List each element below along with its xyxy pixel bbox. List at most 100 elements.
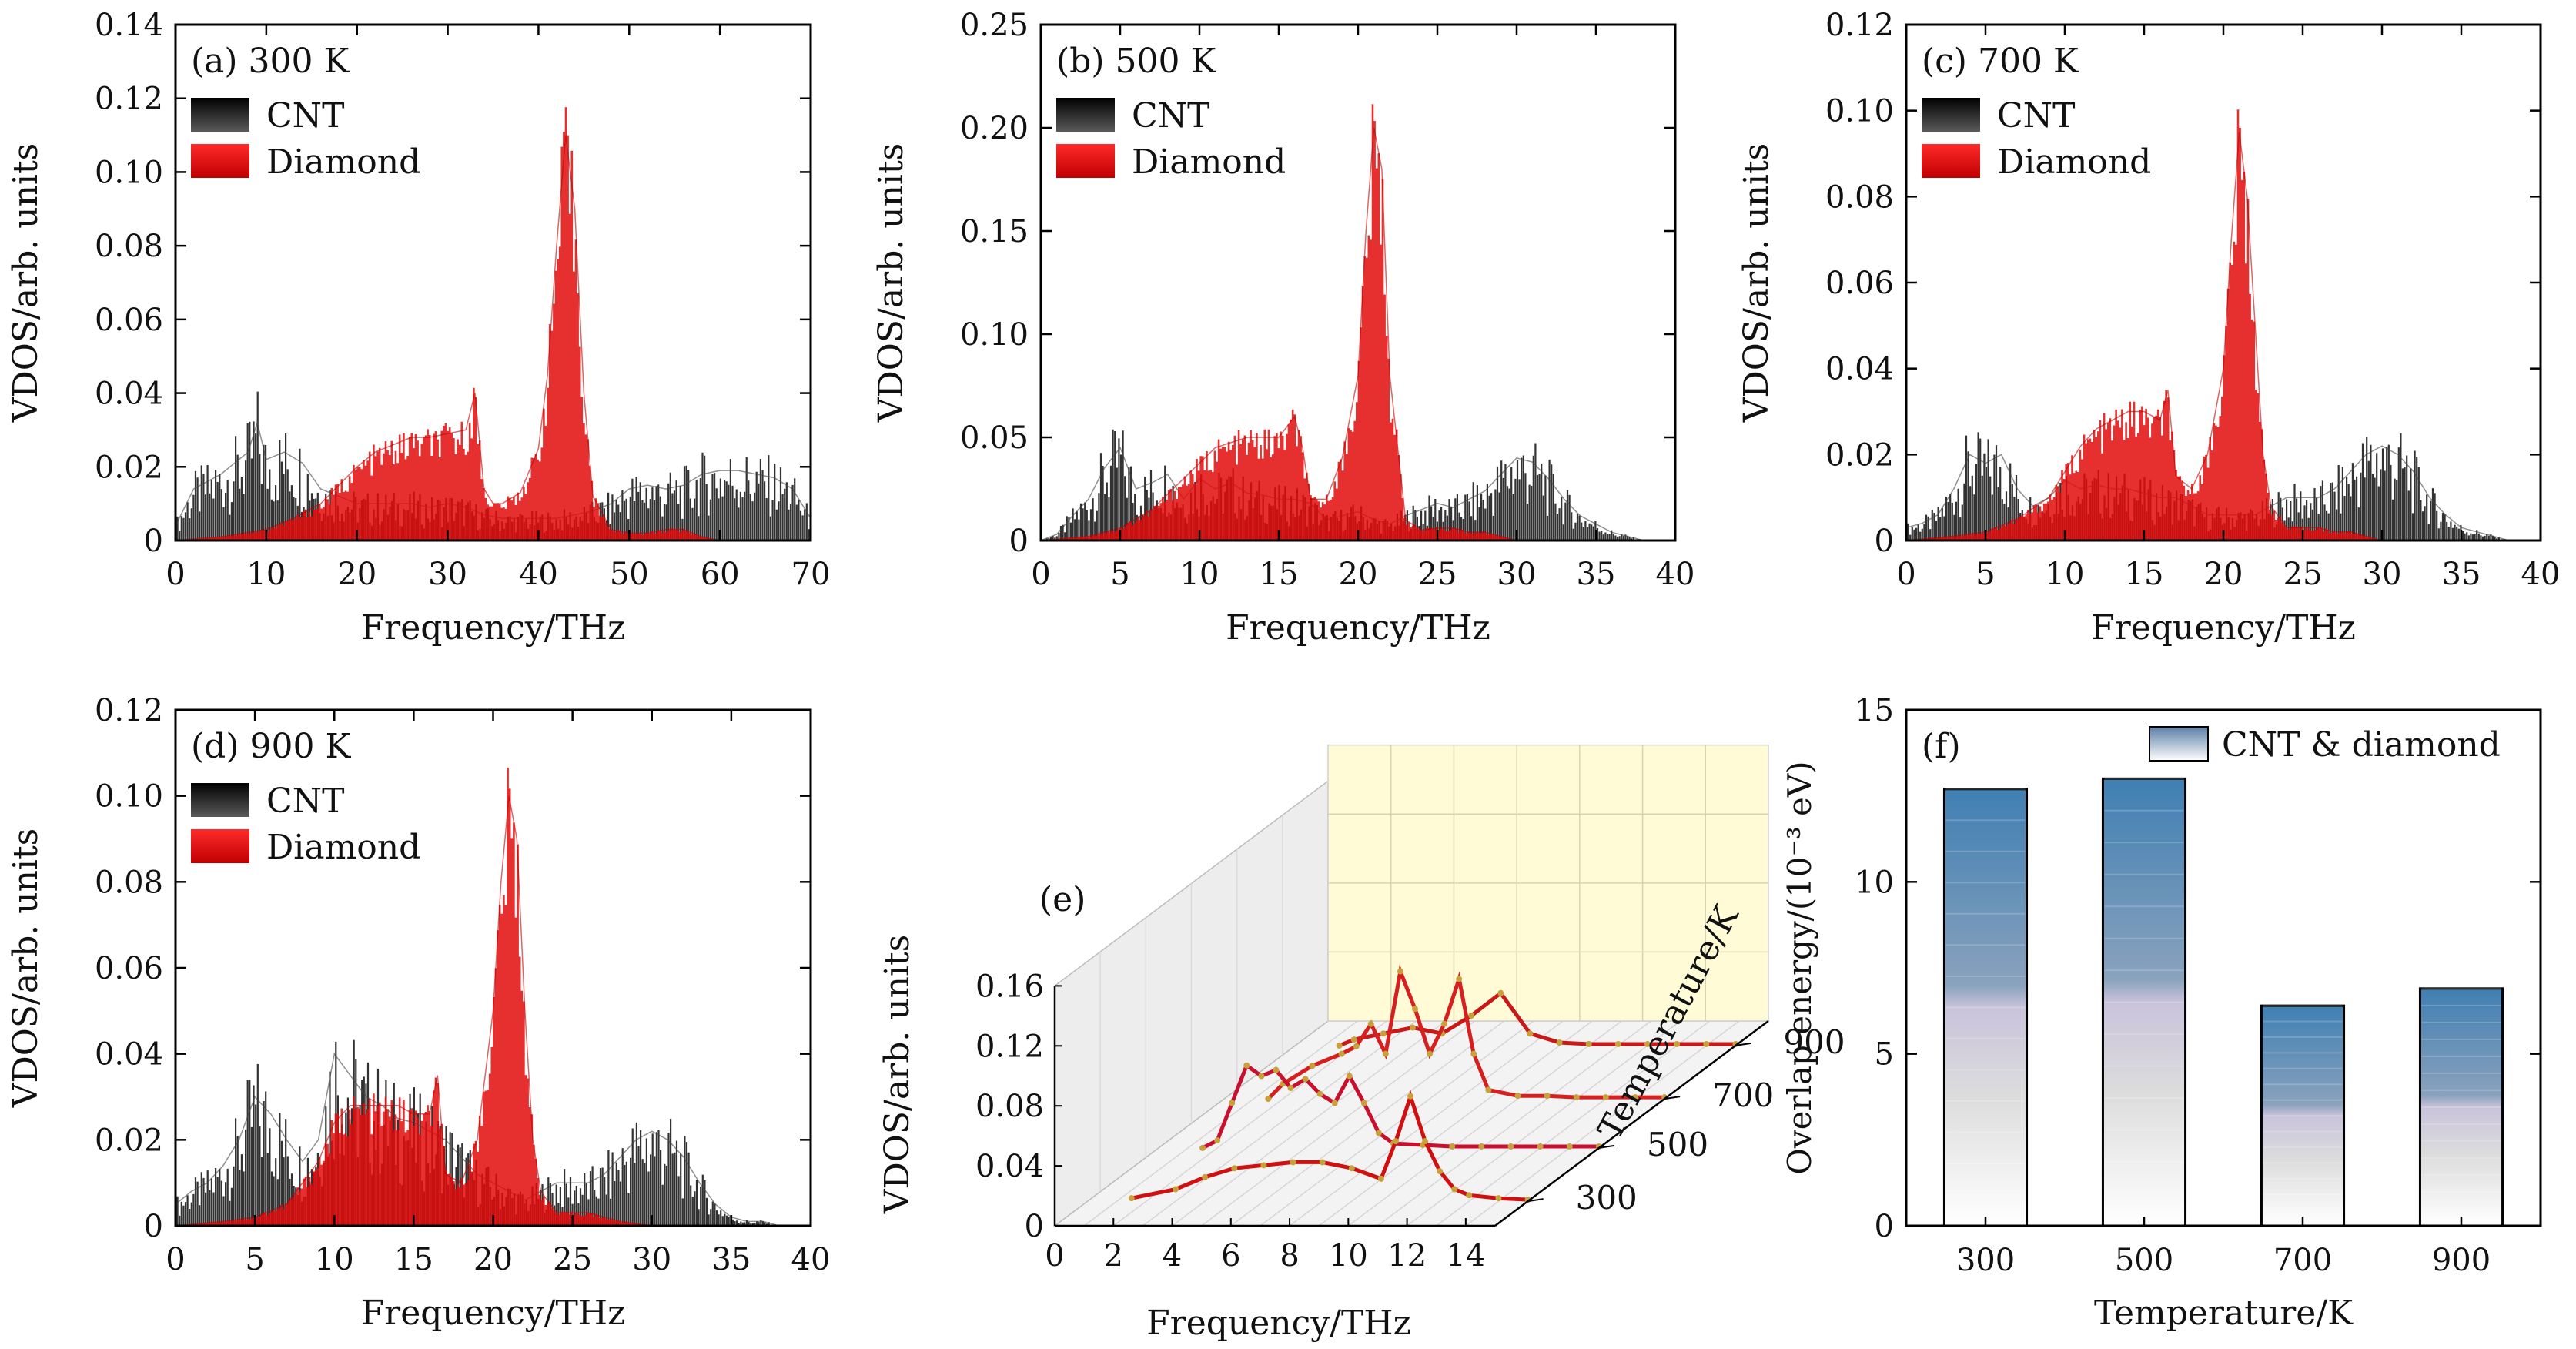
x-tick-label: 500 <box>2115 1243 2173 1278</box>
trace-point <box>1393 1138 1399 1145</box>
x-tick-label: 10 <box>1329 1238 1368 1274</box>
x-axis-label: Frequency/THz <box>1146 1304 1411 1343</box>
x-tick-label: 20 <box>1339 557 1378 592</box>
trace-point <box>1348 1165 1355 1172</box>
panel-label: (f) <box>1922 727 1961 766</box>
trace-point <box>1411 1006 1418 1013</box>
x-tick-label: 10 <box>246 557 286 592</box>
floor-gridline <box>1289 1020 1564 1227</box>
legend: CNT Diamond <box>1922 96 2151 182</box>
diamond-envelope <box>175 135 721 541</box>
floor-gridline <box>1260 1020 1534 1227</box>
x-tick-label: 0 <box>166 557 185 592</box>
x-tick-label: 5 <box>1975 557 1995 592</box>
diamond-spectrum <box>1907 109 2381 541</box>
trace-point <box>1466 1192 1473 1199</box>
trace-point <box>1375 1130 1382 1136</box>
y-tick-label: 0.12 <box>95 693 163 728</box>
floor-gridline <box>1436 1020 1711 1227</box>
legend-swatch-cnt <box>1056 98 1115 132</box>
legend-label-cnt: CNT <box>1997 96 2076 136</box>
floor-gridline <box>1318 1020 1593 1227</box>
panel-label: (e) <box>1039 880 1086 919</box>
trace-point <box>1556 1039 1563 1046</box>
trace-point <box>1397 968 1403 975</box>
y-tick-label: 0.04 <box>95 1037 163 1073</box>
diamond-spectrum <box>176 767 651 1226</box>
x-axis-label: Frequency/THz <box>361 1294 626 1333</box>
trace-point <box>1573 1094 1580 1101</box>
plot-frame <box>1905 708 2542 1227</box>
z-tick <box>1664 1096 1681 1100</box>
panel-label: (b) 500 K <box>1056 42 1216 81</box>
trace-point <box>1674 1040 1681 1047</box>
trace-point <box>1614 1040 1621 1047</box>
x-tick-label: 25 <box>2283 557 2323 592</box>
trace-point <box>1287 1085 1294 1092</box>
series-diamond <box>1040 104 1517 541</box>
diamond-envelope <box>175 795 652 1227</box>
trace-point <box>1128 1195 1135 1202</box>
y-tick-label: 5 <box>1875 1037 1894 1073</box>
legend: CNT Diamond <box>191 782 420 867</box>
legend-label-cnt: CNT <box>1132 96 1210 136</box>
x-tick-label: 30 <box>632 1242 671 1277</box>
x-tick-label: 10 <box>315 1242 354 1277</box>
trace-point <box>1585 1040 1592 1047</box>
x-tick-label: 25 <box>553 1242 592 1277</box>
trace-point <box>1485 1086 1492 1093</box>
trace-point <box>1468 1012 1475 1019</box>
z-tick-label: 700 <box>1712 1076 1774 1114</box>
trace-point <box>1229 1100 1236 1106</box>
x-tick-label: 0 <box>166 1242 185 1277</box>
y-tick-label: 0.25 <box>960 8 1029 43</box>
x-tick-label: 700 <box>2273 1243 2332 1278</box>
plot-frame <box>174 23 812 542</box>
trace-point <box>1380 1030 1387 1037</box>
y-tick-label: 0.12 <box>975 1029 1044 1064</box>
trace-point <box>1202 1173 1209 1180</box>
x-tick-label: 0 <box>1045 1238 1064 1274</box>
y-tick-label: 0.10 <box>1825 94 1894 129</box>
y-axis-label: VDOS/arb. units <box>878 935 917 1215</box>
y-tick-label: 0.16 <box>975 969 1044 1004</box>
trace-point <box>1449 1143 1456 1150</box>
x-tick-label: 8 <box>1280 1238 1299 1274</box>
y-axis-label: VDOS/arb. units <box>6 828 45 1109</box>
y-tick-label: 0.20 <box>960 111 1029 146</box>
trace-point <box>1316 1090 1323 1097</box>
trace-point <box>1173 1186 1179 1193</box>
y-axis-label: Overlap energy/(10⁻³ eV) <box>1781 761 1818 1174</box>
trace-point <box>1427 1050 1434 1057</box>
trace-point <box>1422 1138 1429 1145</box>
legend-swatch-diamond <box>1922 144 1980 178</box>
x-tick-label: 35 <box>2442 557 2481 592</box>
z-tick <box>1598 1144 1615 1149</box>
trace-point <box>1319 1159 1326 1166</box>
y-tick-label: 0.04 <box>975 1149 1044 1184</box>
trace-point <box>1441 1020 1448 1027</box>
floor-gridline <box>1230 1020 1505 1227</box>
z-tick <box>1735 1042 1751 1046</box>
panel-label: (d) 900 K <box>191 727 351 766</box>
z-tick-label: 300 <box>1576 1179 1638 1217</box>
x-tick-label: 40 <box>1656 557 1695 592</box>
legend-label-cnt: CNT <box>266 96 345 136</box>
y-tick-label: 0 <box>144 524 163 559</box>
floor-gridline <box>1142 1020 1417 1227</box>
trace-point <box>1231 1165 1238 1172</box>
legend-label-cnt: CNT <box>266 782 345 821</box>
x-tick-label: 30 <box>428 557 467 592</box>
trace-point <box>1437 1168 1444 1175</box>
x-tick-label: 15 <box>394 1242 433 1277</box>
legend: CNT Diamond <box>191 96 420 182</box>
y-tick-label: 0.10 <box>960 317 1029 353</box>
legend-label-diamond: Diamond <box>266 828 420 867</box>
trace-point <box>1243 1062 1250 1069</box>
trace-point <box>1382 1050 1389 1057</box>
x-tick-label: 50 <box>610 557 649 592</box>
trace-point <box>1336 1042 1343 1049</box>
trace-point <box>1566 1143 1573 1150</box>
floor-gridline <box>1172 1020 1446 1227</box>
